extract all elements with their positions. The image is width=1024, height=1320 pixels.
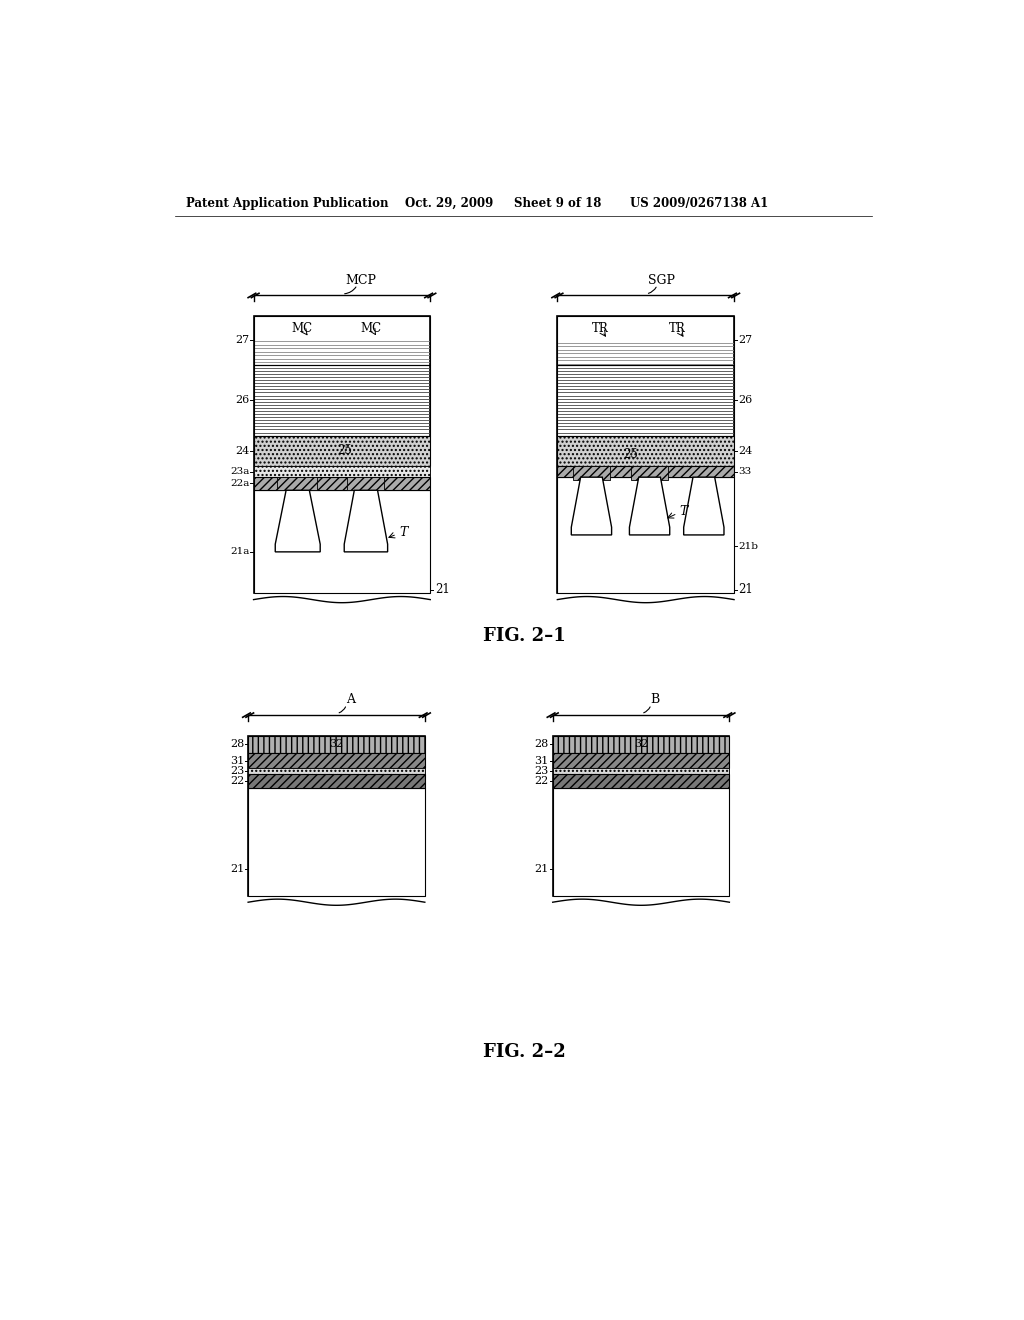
- Text: 31: 31: [230, 755, 245, 766]
- Bar: [553, 737, 729, 896]
- Bar: [254, 490, 430, 594]
- Text: MC: MC: [291, 322, 312, 335]
- Text: A: A: [346, 693, 355, 706]
- Text: T: T: [680, 506, 688, 519]
- Text: 21b: 21b: [738, 543, 758, 550]
- Bar: [553, 768, 729, 775]
- Bar: [254, 477, 430, 490]
- Text: SGP: SGP: [648, 273, 675, 286]
- Text: 25: 25: [624, 449, 638, 462]
- Text: FIG. 2–1: FIG. 2–1: [483, 627, 566, 644]
- Text: 21: 21: [230, 865, 245, 874]
- Text: 33: 33: [738, 467, 752, 477]
- Text: 25: 25: [338, 445, 352, 458]
- Text: 23a: 23a: [230, 467, 250, 477]
- Bar: [276, 477, 317, 490]
- Text: 22: 22: [535, 776, 549, 787]
- Bar: [558, 317, 733, 341]
- Bar: [254, 317, 430, 594]
- Text: Patent Application Publication: Patent Application Publication: [186, 197, 389, 210]
- Bar: [248, 788, 425, 896]
- Text: 28: 28: [230, 739, 245, 750]
- Text: 24: 24: [236, 446, 250, 455]
- Text: 24: 24: [738, 446, 753, 455]
- Text: 21: 21: [535, 865, 549, 874]
- Bar: [553, 788, 729, 896]
- Bar: [248, 768, 425, 775]
- Bar: [346, 477, 384, 490]
- Bar: [557, 466, 734, 478]
- Bar: [254, 364, 430, 436]
- Bar: [553, 775, 729, 788]
- Text: 22a: 22a: [230, 479, 250, 488]
- Bar: [248, 775, 425, 788]
- Text: 21: 21: [435, 583, 450, 597]
- Text: T: T: [399, 527, 408, 539]
- Bar: [572, 466, 610, 480]
- Bar: [557, 317, 734, 594]
- Polygon shape: [344, 490, 388, 552]
- Text: 31: 31: [535, 755, 549, 766]
- Bar: [557, 478, 734, 594]
- Text: MC: MC: [360, 322, 382, 335]
- Text: Sheet 9 of 18: Sheet 9 of 18: [514, 197, 601, 210]
- Text: 27: 27: [236, 335, 250, 345]
- Bar: [553, 737, 729, 752]
- Polygon shape: [275, 490, 321, 552]
- Bar: [254, 466, 430, 478]
- Bar: [557, 317, 734, 364]
- Text: 23: 23: [535, 767, 549, 776]
- Polygon shape: [630, 478, 670, 535]
- Bar: [254, 436, 430, 466]
- Text: B: B: [650, 693, 659, 706]
- Polygon shape: [571, 478, 611, 535]
- Polygon shape: [684, 478, 724, 535]
- Bar: [248, 752, 425, 768]
- Text: 26: 26: [236, 395, 250, 405]
- Bar: [254, 317, 429, 339]
- Text: 32: 32: [634, 739, 648, 750]
- Bar: [557, 436, 734, 466]
- Text: 22: 22: [230, 776, 245, 787]
- Bar: [248, 737, 425, 752]
- Text: US 2009/0267138 A1: US 2009/0267138 A1: [630, 197, 768, 210]
- Text: FIG. 2–2: FIG. 2–2: [483, 1043, 566, 1060]
- Text: 27: 27: [738, 335, 752, 345]
- Bar: [248, 737, 425, 896]
- Text: 26: 26: [738, 395, 753, 405]
- Text: 23: 23: [230, 767, 245, 776]
- Text: 32: 32: [330, 739, 344, 750]
- Bar: [254, 317, 430, 364]
- Text: TR: TR: [669, 322, 686, 335]
- Bar: [553, 752, 729, 768]
- Text: 21a: 21a: [230, 548, 250, 556]
- Bar: [631, 466, 669, 480]
- Text: 28: 28: [535, 739, 549, 750]
- Text: Oct. 29, 2009: Oct. 29, 2009: [406, 197, 494, 210]
- Bar: [557, 364, 734, 436]
- Text: 21: 21: [738, 583, 753, 597]
- Text: MCP: MCP: [346, 273, 377, 286]
- Text: TR: TR: [592, 322, 608, 335]
